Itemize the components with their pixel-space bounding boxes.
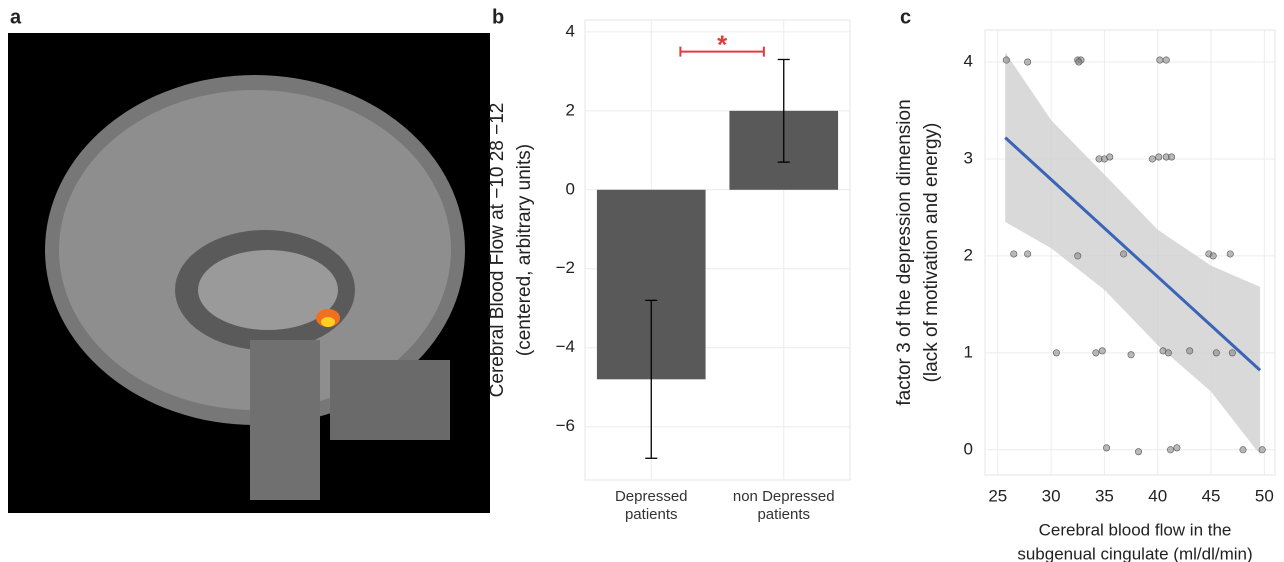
x-tick-label: 35: [1095, 486, 1114, 505]
y-axis-label: Cerebral Blood Flow at −10 28 −12: [487, 103, 508, 398]
significance-label: *: [717, 29, 728, 59]
point: [1075, 253, 1081, 259]
figure: a −6 −4 −2 0 2 4 * b Cerebral Blood Flow at −10 …: [0, 0, 1284, 562]
point: [1024, 59, 1030, 65]
point: [1229, 350, 1235, 356]
point: [1240, 447, 1246, 453]
point: [1174, 445, 1180, 451]
point: [1157, 57, 1163, 63]
point: [1076, 59, 1082, 65]
point: [1011, 251, 1017, 257]
panel-label: c: [900, 6, 911, 28]
point: [1053, 350, 1059, 356]
point: [1128, 352, 1134, 358]
point: [1187, 348, 1193, 354]
brain-image: [8, 33, 490, 513]
point: [1120, 251, 1126, 257]
point: [1103, 445, 1109, 451]
point: [1167, 447, 1173, 453]
y-axis-label: factor 3 of the depression dimension: [894, 99, 915, 405]
point: [1024, 251, 1030, 257]
y-tick-label: 1: [964, 342, 973, 361]
x-tick-label: 25: [988, 486, 1007, 505]
x-axis-label: Cerebral blood flow in the: [1039, 520, 1232, 539]
point: [1003, 57, 1009, 63]
y-tick-label: 2: [964, 245, 973, 264]
y-tick-label: −4: [556, 337, 575, 356]
point: [1135, 449, 1141, 455]
x-axis-label: subgenual cingulate (ml/dl/min): [1017, 544, 1252, 562]
y-tick-label: 0: [964, 439, 973, 458]
y-tick-label: 3: [964, 148, 973, 167]
point: [1163, 57, 1169, 63]
x-tick-label: non Depressed patients: [724, 488, 844, 524]
point: [1099, 348, 1105, 354]
x-tick-label: Depressed patients: [591, 488, 711, 524]
point: [1210, 253, 1216, 259]
panel-label: b: [492, 6, 504, 28]
y-tick-label: 4: [964, 51, 973, 70]
chart: a −6 −4 −2 0 2 4 * b Cerebral Blood Flow at −10 …: [0, 0, 1284, 562]
point: [1156, 154, 1162, 160]
y-axis-label: (lack of motivation and energy): [921, 123, 942, 383]
y-tick-label: 2: [566, 100, 575, 119]
x-tick-label: 30: [1042, 486, 1061, 505]
panel-label: a: [10, 6, 22, 28]
x-tick-label: 50: [1255, 486, 1274, 505]
point: [1107, 154, 1113, 160]
y-tick-label: 4: [566, 21, 575, 40]
point: [1165, 350, 1171, 356]
x-tick-label: 40: [1148, 486, 1167, 505]
point: [1093, 350, 1099, 356]
y-tick-label: 0: [566, 179, 575, 198]
point: [1168, 154, 1174, 160]
x-tick-label: 45: [1202, 486, 1221, 505]
point: [1213, 350, 1219, 356]
point: [1149, 156, 1155, 162]
y-axis-label: (centered, arbitrary units): [514, 144, 535, 356]
y-tick-label: −2: [556, 258, 575, 277]
point: [1227, 251, 1233, 257]
point: [1259, 447, 1265, 453]
y-tick-label: −6: [556, 416, 575, 435]
